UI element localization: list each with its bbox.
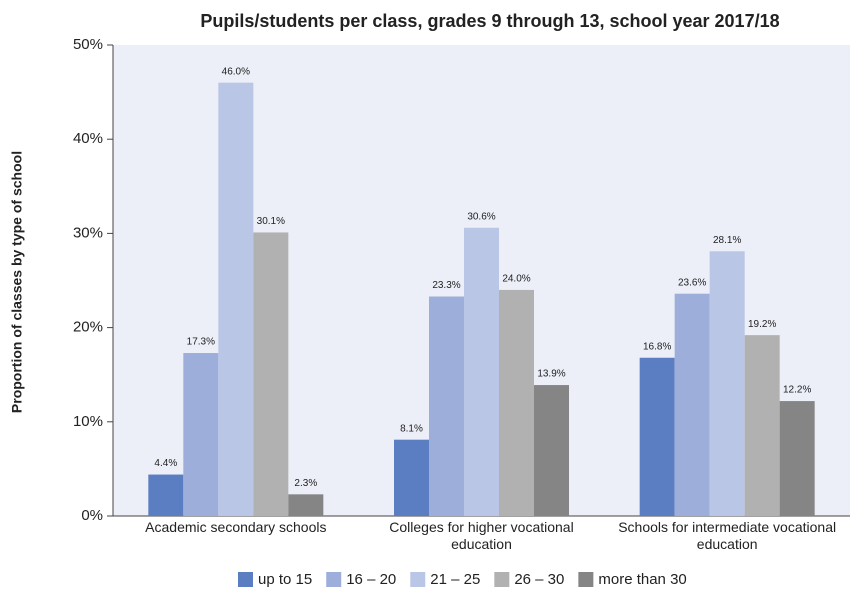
bar <box>534 385 569 516</box>
value-label: 30.1% <box>257 216 285 227</box>
y-tick-label: 50% <box>73 36 103 53</box>
value-label: 30.6% <box>467 211 495 222</box>
bar <box>183 353 219 516</box>
legend-swatch <box>578 572 594 587</box>
bar <box>218 82 254 517</box>
y-axis-label: Proportion of classes by type of school <box>9 151 25 413</box>
bar <box>744 335 780 516</box>
value-label: 23.3% <box>432 280 460 291</box>
bar <box>639 357 675 516</box>
bar <box>674 293 710 516</box>
value-label: 23.6% <box>678 277 706 288</box>
y-tick-label: 40% <box>73 130 103 147</box>
legend-label: 16 – 20 <box>346 571 396 588</box>
bar <box>429 296 464 516</box>
y-tick-label: 30% <box>73 224 103 241</box>
legend-swatch <box>494 572 510 587</box>
legend-label: more than 30 <box>598 571 686 588</box>
legend-swatch <box>326 572 342 587</box>
x-tick-label: Academic secondary schools <box>145 519 327 535</box>
value-label: 12.2% <box>783 385 811 396</box>
value-label: 16.8% <box>643 341 671 352</box>
x-tick-label: Colleges for higher vocational education <box>389 519 574 552</box>
legend-swatch <box>410 572 426 587</box>
legend-label: 26 – 30 <box>514 571 564 588</box>
chart-title: Pupils/students per class, grades 9 thro… <box>200 11 779 31</box>
bar <box>288 494 324 516</box>
bar <box>253 232 289 516</box>
y-tick-label: 10% <box>73 413 103 430</box>
value-label: 28.1% <box>713 235 741 246</box>
value-label: 17.3% <box>187 337 215 348</box>
legend-swatch <box>238 572 253 587</box>
bar <box>394 439 429 516</box>
value-label: 19.2% <box>748 319 776 330</box>
legend-label: up to 15 <box>258 571 312 588</box>
bar <box>499 289 534 516</box>
y-tick-label: 20% <box>73 319 103 336</box>
value-label: 24.0% <box>502 274 530 285</box>
y-tick-label: 0% <box>81 507 103 524</box>
value-label: 2.3% <box>294 478 317 489</box>
value-label: 13.9% <box>537 369 565 380</box>
bar <box>779 401 815 516</box>
bar <box>464 227 499 517</box>
value-label: 8.1% <box>400 423 423 434</box>
x-tick-label: Schools for intermediate vocational educ… <box>618 519 837 552</box>
bar <box>709 251 745 516</box>
legend-label: 21 – 25 <box>430 571 480 588</box>
value-label: 4.4% <box>154 458 177 469</box>
value-label: 46.0% <box>222 66 250 77</box>
bar <box>148 474 184 516</box>
